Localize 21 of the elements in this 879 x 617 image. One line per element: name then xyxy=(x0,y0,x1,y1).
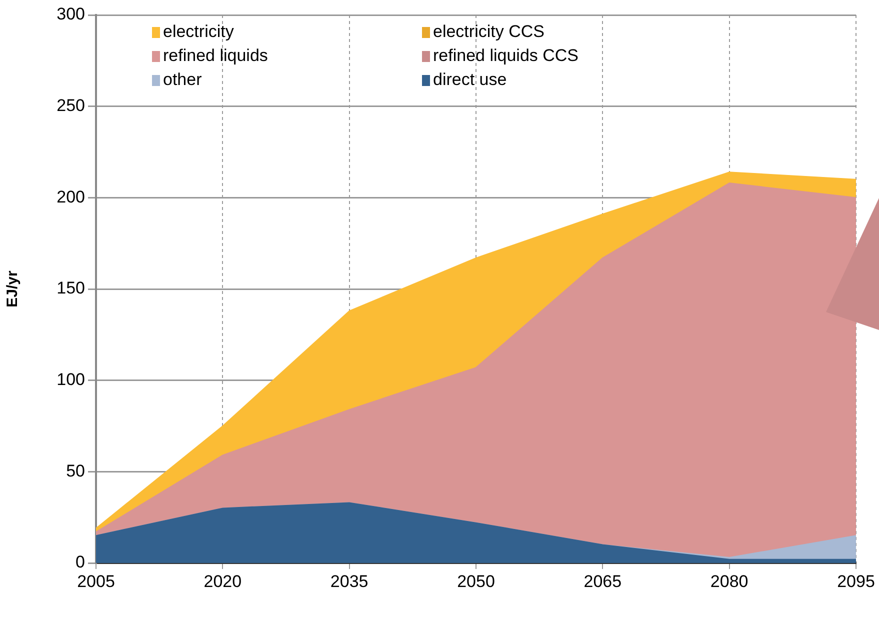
y-tick-label: 100 xyxy=(56,370,85,390)
x-tick-label: 2065 xyxy=(584,572,622,591)
legend-label: other xyxy=(163,70,202,90)
y-tick-label: 150 xyxy=(56,278,85,298)
x-tick-label: 2035 xyxy=(330,572,368,591)
legend-label: electricity CCS xyxy=(433,22,544,42)
x-tick-label: 2095 xyxy=(837,572,875,591)
y-tick-label: 200 xyxy=(56,187,85,206)
y-tick-label: 250 xyxy=(56,96,85,116)
y-tick-label: 50 xyxy=(66,461,85,480)
legend-label: direct use xyxy=(433,70,507,90)
legend-label: refined liquids CCS xyxy=(433,46,579,66)
y-tick-label: 300 xyxy=(56,4,85,24)
x-tick-label: 2005 xyxy=(77,572,115,591)
x-tick-label: 2080 xyxy=(710,572,748,591)
x-tick-label: 2020 xyxy=(204,572,242,591)
y-tick-label: 0 xyxy=(76,552,85,572)
x-tick-label: 2050 xyxy=(457,572,495,591)
legend-label: electricity xyxy=(163,22,234,42)
y-axis-title: EJ/yr xyxy=(4,270,22,308)
legend-label: refined liquids xyxy=(163,46,268,66)
